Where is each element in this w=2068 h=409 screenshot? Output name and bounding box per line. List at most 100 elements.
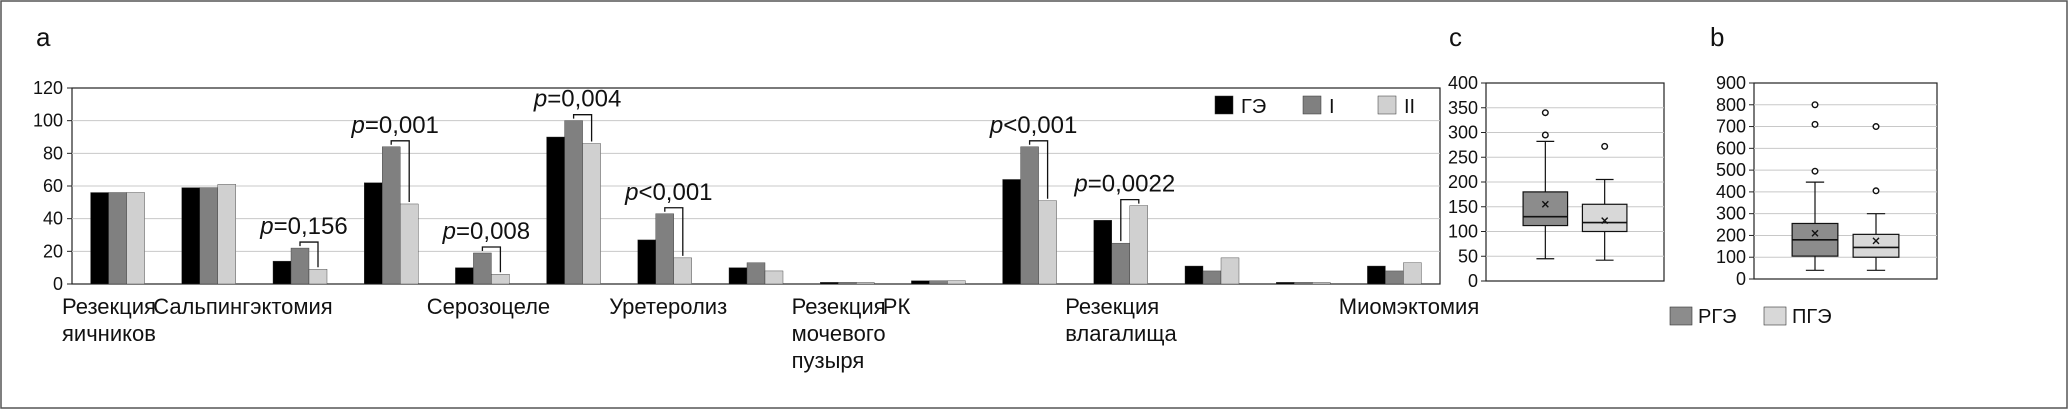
- significance-bracket: [481, 246, 502, 273]
- category-label: яичников: [62, 321, 156, 346]
- y-tick-label-a: 100: [33, 111, 63, 131]
- legend-swatch-ГЭ: [1214, 95, 1234, 115]
- y-tick-label-c: 200: [1448, 172, 1478, 192]
- bar-I: [1385, 270, 1404, 285]
- bar-I: [382, 146, 401, 285]
- outlier-point: [1872, 123, 1880, 131]
- y-tick-label-c: 300: [1448, 123, 1478, 143]
- y-tick-label-b: 0: [1736, 269, 1746, 289]
- bar-II: [1220, 257, 1240, 285]
- bar-ГЭ: [637, 239, 656, 285]
- significance-bracket: [390, 140, 410, 202]
- bar-II: [1129, 205, 1149, 285]
- outlier-point: [1811, 167, 1819, 175]
- outlier-point: [1541, 109, 1549, 117]
- p-value-label: p=0,004: [533, 86, 621, 113]
- bar-II: [1403, 262, 1422, 285]
- bar-I: [290, 247, 310, 285]
- bar-ГЭ: [1002, 179, 1021, 285]
- bar-ГЭ: [455, 267, 474, 285]
- y-tick-label-a: 20: [43, 241, 63, 261]
- bar-I: [1293, 282, 1313, 285]
- category-label: Резекция: [792, 294, 886, 319]
- mean-marker: [1541, 200, 1549, 208]
- bar-ГЭ: [181, 187, 201, 285]
- y-tick-label-c: 0: [1468, 271, 1478, 291]
- mean-marker: [1601, 217, 1609, 225]
- outlier-point: [1811, 101, 1819, 109]
- outlier-point: [1811, 120, 1819, 128]
- bar-I: [1020, 146, 1039, 285]
- bar-II: [673, 257, 692, 285]
- y-tick-label-b: 900: [1716, 73, 1746, 93]
- panel-c-boxplot: c 0 50 100 150 200 250 300 350 400: [1448, 22, 1665, 291]
- legend-label: I: [1329, 96, 1335, 118]
- y-tick-label-b: 400: [1716, 182, 1746, 202]
- p-value-label: p<0,001: [989, 112, 1077, 139]
- box-ПГЭ: [1852, 233, 1900, 258]
- category-label: Сальпингэктомия: [153, 294, 333, 319]
- bar-ГЭ: [90, 192, 109, 285]
- significance-bracket: [664, 207, 684, 256]
- bar-ГЭ: [1184, 265, 1204, 285]
- panel-letter-a: a: [36, 22, 51, 52]
- bar-II: [582, 143, 601, 285]
- bar-ГЭ: [1367, 265, 1386, 285]
- box-РГЭ: [1522, 191, 1569, 227]
- outlier-point: [1541, 131, 1549, 139]
- legend-swatch-I: [1302, 95, 1322, 115]
- category-label: Уретеролиз: [609, 294, 727, 319]
- mean-marker: [1872, 237, 1880, 245]
- significance-bracket: [572, 114, 593, 142]
- category-label: Серозоцеле: [427, 294, 550, 319]
- significance-bracket: [1028, 140, 1049, 199]
- category-label: мочевого: [792, 321, 886, 346]
- bar-I: [199, 187, 219, 285]
- outlier-point: [1872, 187, 1880, 195]
- p-value-label: p<0,001: [624, 179, 712, 206]
- box-ПГЭ: [1581, 203, 1628, 233]
- significance-bracket: [299, 241, 319, 268]
- category-label: пузыря: [792, 348, 865, 373]
- y-tick-label-c: 250: [1448, 147, 1478, 167]
- bar-I: [929, 280, 948, 285]
- mean-marker: [1811, 229, 1819, 237]
- bar-ГЭ: [820, 282, 839, 285]
- bar-II: [308, 269, 328, 285]
- y-tick-label-b: 500: [1716, 160, 1746, 180]
- bar-ГЭ: [364, 182, 383, 285]
- y-tick-label-c: 100: [1448, 222, 1478, 242]
- y-tick-label-b: 300: [1716, 204, 1746, 224]
- bar-II: [856, 282, 875, 285]
- y-tick-label-a: 40: [43, 209, 63, 229]
- bar-I: [564, 120, 583, 285]
- bar-II: [126, 192, 145, 285]
- p-value-label: p=0,001: [350, 112, 438, 139]
- y-tick-label-a: 120: [33, 78, 63, 98]
- boxplot-legend: РГЭ ПГЭ: [1669, 306, 1832, 328]
- y-tick-label-a: 60: [43, 176, 63, 196]
- bar-ГЭ: [546, 136, 565, 285]
- y-tick-label-b: 200: [1716, 225, 1746, 245]
- y-tick-label-c: 150: [1448, 197, 1478, 217]
- category-label: Резекция: [1065, 294, 1159, 319]
- bar-I: [655, 213, 674, 285]
- y-tick-label-a: 80: [43, 143, 63, 163]
- legend-label: ПГЭ: [1792, 306, 1832, 328]
- bar-I: [838, 282, 857, 285]
- category-label: влагалища: [1065, 321, 1177, 346]
- bar-I: [746, 262, 766, 285]
- legend-swatch-ПГЭ: [1763, 306, 1787, 326]
- bar-II: [1038, 200, 1057, 285]
- legend-swatch-II: [1377, 95, 1397, 115]
- panel-letter-c: c: [1449, 22, 1462, 52]
- plot-area-b: [1753, 82, 1938, 280]
- significance-bracket: [1120, 198, 1140, 242]
- bar-ГЭ: [1275, 282, 1295, 285]
- category-label: Миомэктомия: [1339, 294, 1479, 319]
- category-label: РК: [883, 294, 911, 319]
- y-tick-label-b: 100: [1716, 247, 1746, 267]
- y-tick-label-b: 600: [1716, 138, 1746, 158]
